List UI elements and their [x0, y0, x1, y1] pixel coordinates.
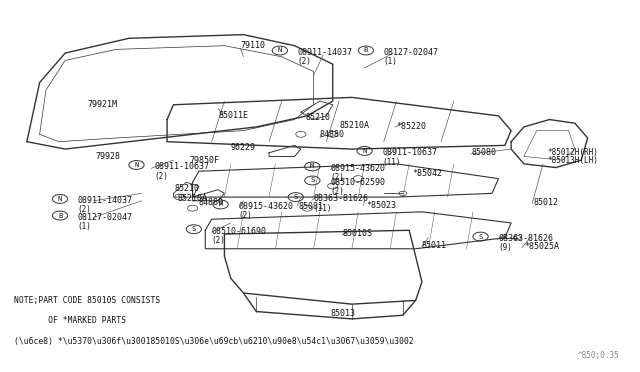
Text: N: N [362, 148, 367, 154]
Text: (\u6ce8) *\u5370\u306f\u300185010S\u306e\u69cb\u6210\u90e8\u54c1\u3067\u3059\u30: (\u6ce8) *\u5370\u306f\u300185010S\u306e… [14, 337, 414, 346]
Text: *85023: *85023 [366, 201, 396, 210]
Text: (2): (2) [239, 211, 252, 220]
Text: 85011: 85011 [422, 241, 447, 250]
Text: *85042: *85042 [412, 169, 442, 177]
Text: 84880: 84880 [320, 130, 345, 139]
Text: *85013H(LH): *85013H(LH) [547, 155, 598, 165]
Text: 85210: 85210 [306, 113, 331, 122]
Text: 08127-02047: 08127-02047 [78, 213, 133, 222]
Text: (1): (1) [384, 57, 397, 66]
Text: 84880: 84880 [199, 198, 224, 207]
Text: NOTE;PART CODE 85010S CONSISTS: NOTE;PART CODE 85010S CONSISTS [14, 296, 161, 305]
Text: S: S [294, 194, 298, 200]
Text: B: B [58, 212, 62, 218]
Text: ^850;0.35: ^850;0.35 [578, 350, 620, 359]
Text: 08911-14037: 08911-14037 [298, 48, 353, 57]
Text: OF *MARKED PARTS: OF *MARKED PARTS [14, 316, 126, 325]
Text: 85012: 85012 [534, 198, 559, 207]
Text: 85210A: 85210A [177, 195, 207, 203]
Text: (2): (2) [154, 171, 168, 180]
Text: *85025A: *85025A [524, 243, 559, 251]
Text: (11): (11) [314, 203, 332, 213]
Text: (2): (2) [298, 57, 312, 66]
Text: 79110: 79110 [241, 41, 266, 50]
Text: 85210: 85210 [175, 185, 200, 193]
Text: 85081: 85081 [298, 202, 323, 211]
Text: B: B [364, 48, 368, 54]
Text: 85011E: 85011E [218, 111, 248, 121]
Text: 79921M: 79921M [88, 100, 117, 109]
Text: 79850F: 79850F [189, 155, 220, 165]
Text: 85210A: 85210A [339, 121, 369, 129]
Text: (2): (2) [330, 173, 344, 182]
Text: 85013: 85013 [331, 309, 356, 318]
Text: 08363-81626: 08363-81626 [314, 195, 369, 203]
Text: 08915-43620: 08915-43620 [239, 202, 293, 211]
Text: 08363-81626: 08363-81626 [499, 234, 554, 243]
Text: (2): (2) [330, 187, 344, 196]
Text: S: S [310, 177, 314, 183]
Text: *85012H(RH): *85012H(RH) [547, 148, 598, 157]
Text: 08510-61690: 08510-61690 [212, 227, 267, 235]
Text: 08911-14037: 08911-14037 [78, 196, 133, 205]
Text: (2): (2) [212, 236, 225, 245]
Text: *85220: *85220 [396, 122, 426, 131]
Text: 79928: 79928 [96, 152, 121, 161]
Text: 08911-10637: 08911-10637 [383, 148, 438, 157]
Text: 85080: 85080 [472, 148, 497, 157]
Text: (9): (9) [499, 243, 512, 252]
Text: 08915-43620: 08915-43620 [330, 164, 385, 173]
Text: S: S [192, 226, 196, 232]
Text: (11): (11) [383, 157, 401, 167]
Text: 08127-02047: 08127-02047 [384, 48, 439, 57]
Text: 85010S: 85010S [343, 230, 373, 238]
Text: (2): (2) [78, 205, 92, 215]
Text: 08510-62590: 08510-62590 [330, 178, 385, 187]
Text: N: N [134, 162, 139, 168]
Text: S: S [479, 234, 483, 240]
Text: (1): (1) [78, 222, 92, 231]
Text: N: N [278, 48, 282, 54]
Text: M: M [310, 163, 314, 169]
Text: M: M [218, 202, 223, 208]
Text: 08911-10637: 08911-10637 [154, 162, 209, 171]
Text: N: N [58, 196, 62, 202]
Text: 96229: 96229 [231, 143, 256, 152]
